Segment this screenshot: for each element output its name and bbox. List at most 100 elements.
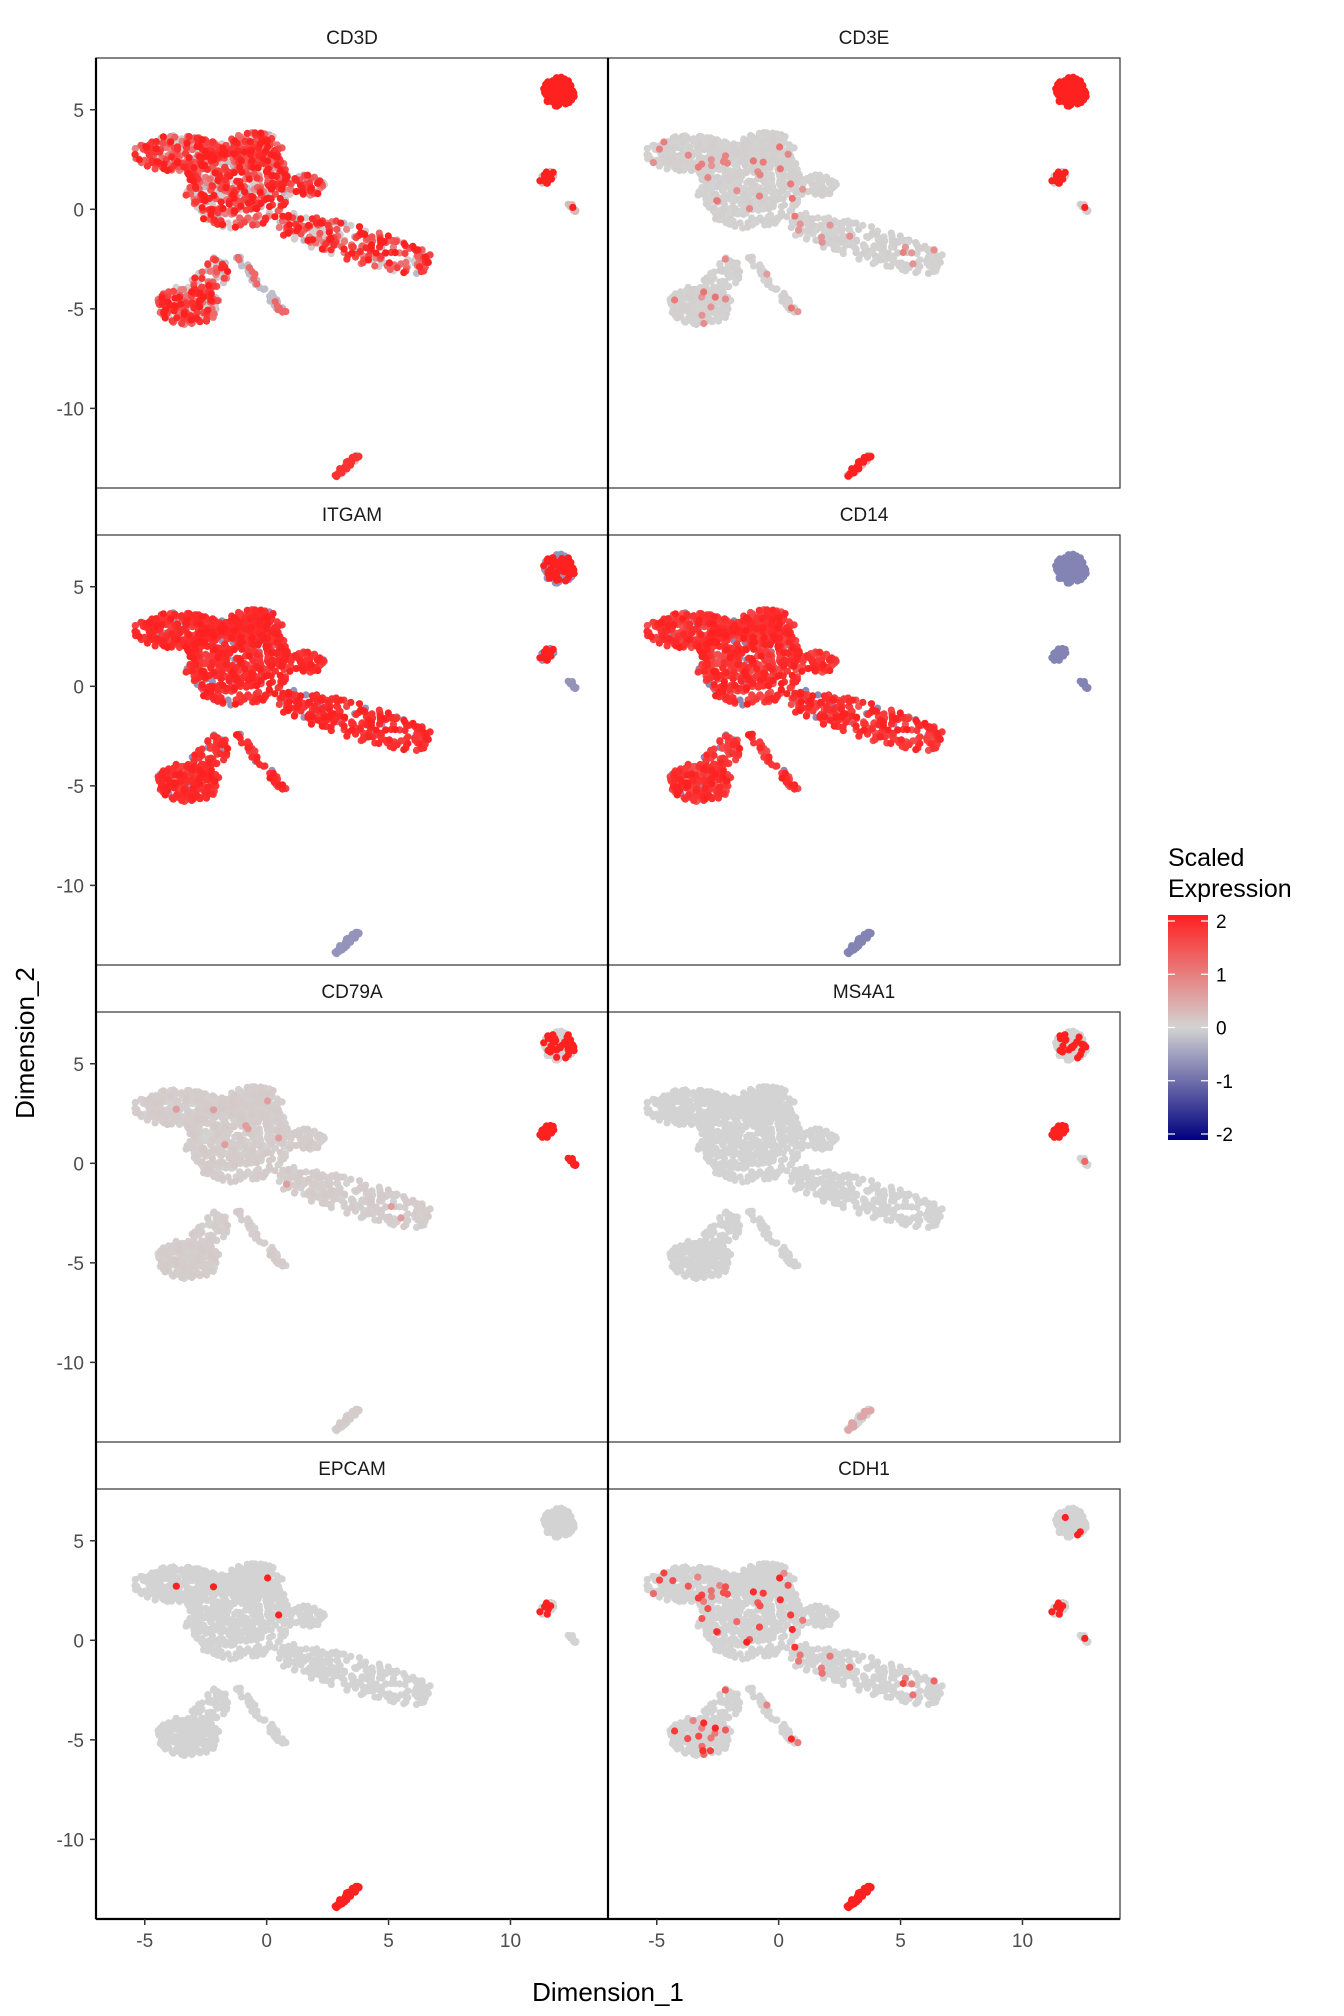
cell-point bbox=[546, 95, 554, 103]
cell-point bbox=[771, 157, 779, 166]
cell-point bbox=[791, 212, 799, 220]
cell-point bbox=[795, 226, 803, 234]
cell-point bbox=[400, 269, 408, 277]
cell-point bbox=[264, 143, 272, 151]
cell-point bbox=[710, 274, 718, 282]
cell-point bbox=[710, 136, 718, 144]
cell-point bbox=[899, 248, 907, 257]
cell-point bbox=[382, 249, 390, 257]
cell-point bbox=[211, 733, 219, 741]
cell-point bbox=[802, 235, 811, 243]
cell-point bbox=[169, 287, 177, 295]
cell-point bbox=[755, 192, 764, 200]
cell-point bbox=[278, 185, 286, 193]
cell-point bbox=[700, 288, 708, 296]
cell-point bbox=[776, 165, 784, 173]
cell-point bbox=[210, 155, 218, 163]
cell-point bbox=[721, 152, 730, 160]
cell-point bbox=[204, 783, 212, 791]
cell-point bbox=[244, 744, 252, 752]
cell-point bbox=[168, 153, 176, 161]
cell-point bbox=[307, 720, 315, 728]
cell-point bbox=[317, 705, 325, 713]
cell-point bbox=[825, 179, 834, 187]
cell-point bbox=[799, 185, 807, 193]
cell-point bbox=[371, 262, 379, 270]
cell-point bbox=[220, 274, 228, 282]
cell-point bbox=[248, 267, 256, 276]
cell-point bbox=[337, 696, 345, 704]
cell-point bbox=[391, 249, 399, 257]
cell-point bbox=[231, 207, 239, 215]
cell-point bbox=[744, 254, 753, 262]
cell-point bbox=[337, 219, 345, 227]
cell-point bbox=[806, 220, 814, 228]
cell-point bbox=[201, 161, 209, 170]
cell-point bbox=[722, 191, 730, 200]
cell-point bbox=[927, 263, 936, 271]
cell-point bbox=[161, 314, 169, 322]
cell-point bbox=[839, 246, 847, 254]
cell-point bbox=[752, 148, 761, 156]
cell-point bbox=[230, 169, 238, 177]
cell-point bbox=[153, 158, 161, 166]
cell-point bbox=[204, 737, 212, 746]
cell-point bbox=[278, 308, 287, 316]
cell-point bbox=[710, 204, 718, 212]
cell-point bbox=[1064, 84, 1072, 92]
cell-point bbox=[316, 229, 324, 237]
cell-point bbox=[552, 84, 560, 92]
cell-point bbox=[211, 169, 219, 177]
cell-point bbox=[787, 180, 795, 188]
cell-point bbox=[863, 453, 872, 462]
cell-point bbox=[749, 157, 758, 165]
cell-point bbox=[721, 295, 730, 303]
cell-point bbox=[202, 151, 210, 159]
cell-point bbox=[343, 225, 351, 233]
cell-point bbox=[285, 221, 293, 229]
cell-point bbox=[217, 741, 225, 749]
cell-point bbox=[700, 319, 708, 328]
cell-point bbox=[675, 158, 683, 166]
cell-point bbox=[1058, 95, 1066, 103]
cell-point bbox=[290, 235, 298, 243]
cell-point bbox=[816, 171, 824, 179]
cell-point bbox=[364, 256, 372, 264]
cell-point bbox=[723, 169, 731, 177]
cell-point bbox=[1070, 81, 1078, 89]
cell-point bbox=[152, 138, 160, 146]
cell-point bbox=[781, 133, 789, 141]
cell-point bbox=[1053, 172, 1061, 180]
cell-point bbox=[184, 169, 192, 177]
cell-point bbox=[314, 190, 322, 198]
cell-point bbox=[253, 205, 261, 213]
cell-point bbox=[752, 218, 760, 226]
cell-point bbox=[191, 274, 199, 282]
cell-point bbox=[887, 262, 895, 270]
cell-point bbox=[779, 185, 788, 193]
cell-point bbox=[686, 159, 694, 167]
cell-point bbox=[892, 238, 900, 246]
cell-point bbox=[687, 293, 696, 301]
cell-point bbox=[163, 166, 171, 175]
cell-point bbox=[794, 308, 802, 316]
cell-point bbox=[248, 157, 256, 165]
cell-point bbox=[694, 191, 702, 199]
cell-point bbox=[231, 223, 239, 231]
cell-point bbox=[304, 171, 312, 179]
cell-point bbox=[730, 140, 738, 148]
cell-point bbox=[846, 232, 854, 240]
cell-point bbox=[916, 262, 924, 271]
cell-point bbox=[205, 282, 213, 290]
cell-point bbox=[836, 221, 844, 229]
cell-point bbox=[716, 260, 724, 269]
cell-point bbox=[324, 221, 332, 229]
cell-point bbox=[309, 236, 317, 244]
cell-point bbox=[897, 259, 906, 267]
cell-point bbox=[304, 221, 313, 229]
cell-point bbox=[816, 221, 825, 229]
cell-point bbox=[401, 249, 409, 258]
cell-point bbox=[742, 169, 750, 177]
cell-point bbox=[688, 287, 696, 295]
cell-point bbox=[849, 219, 857, 227]
